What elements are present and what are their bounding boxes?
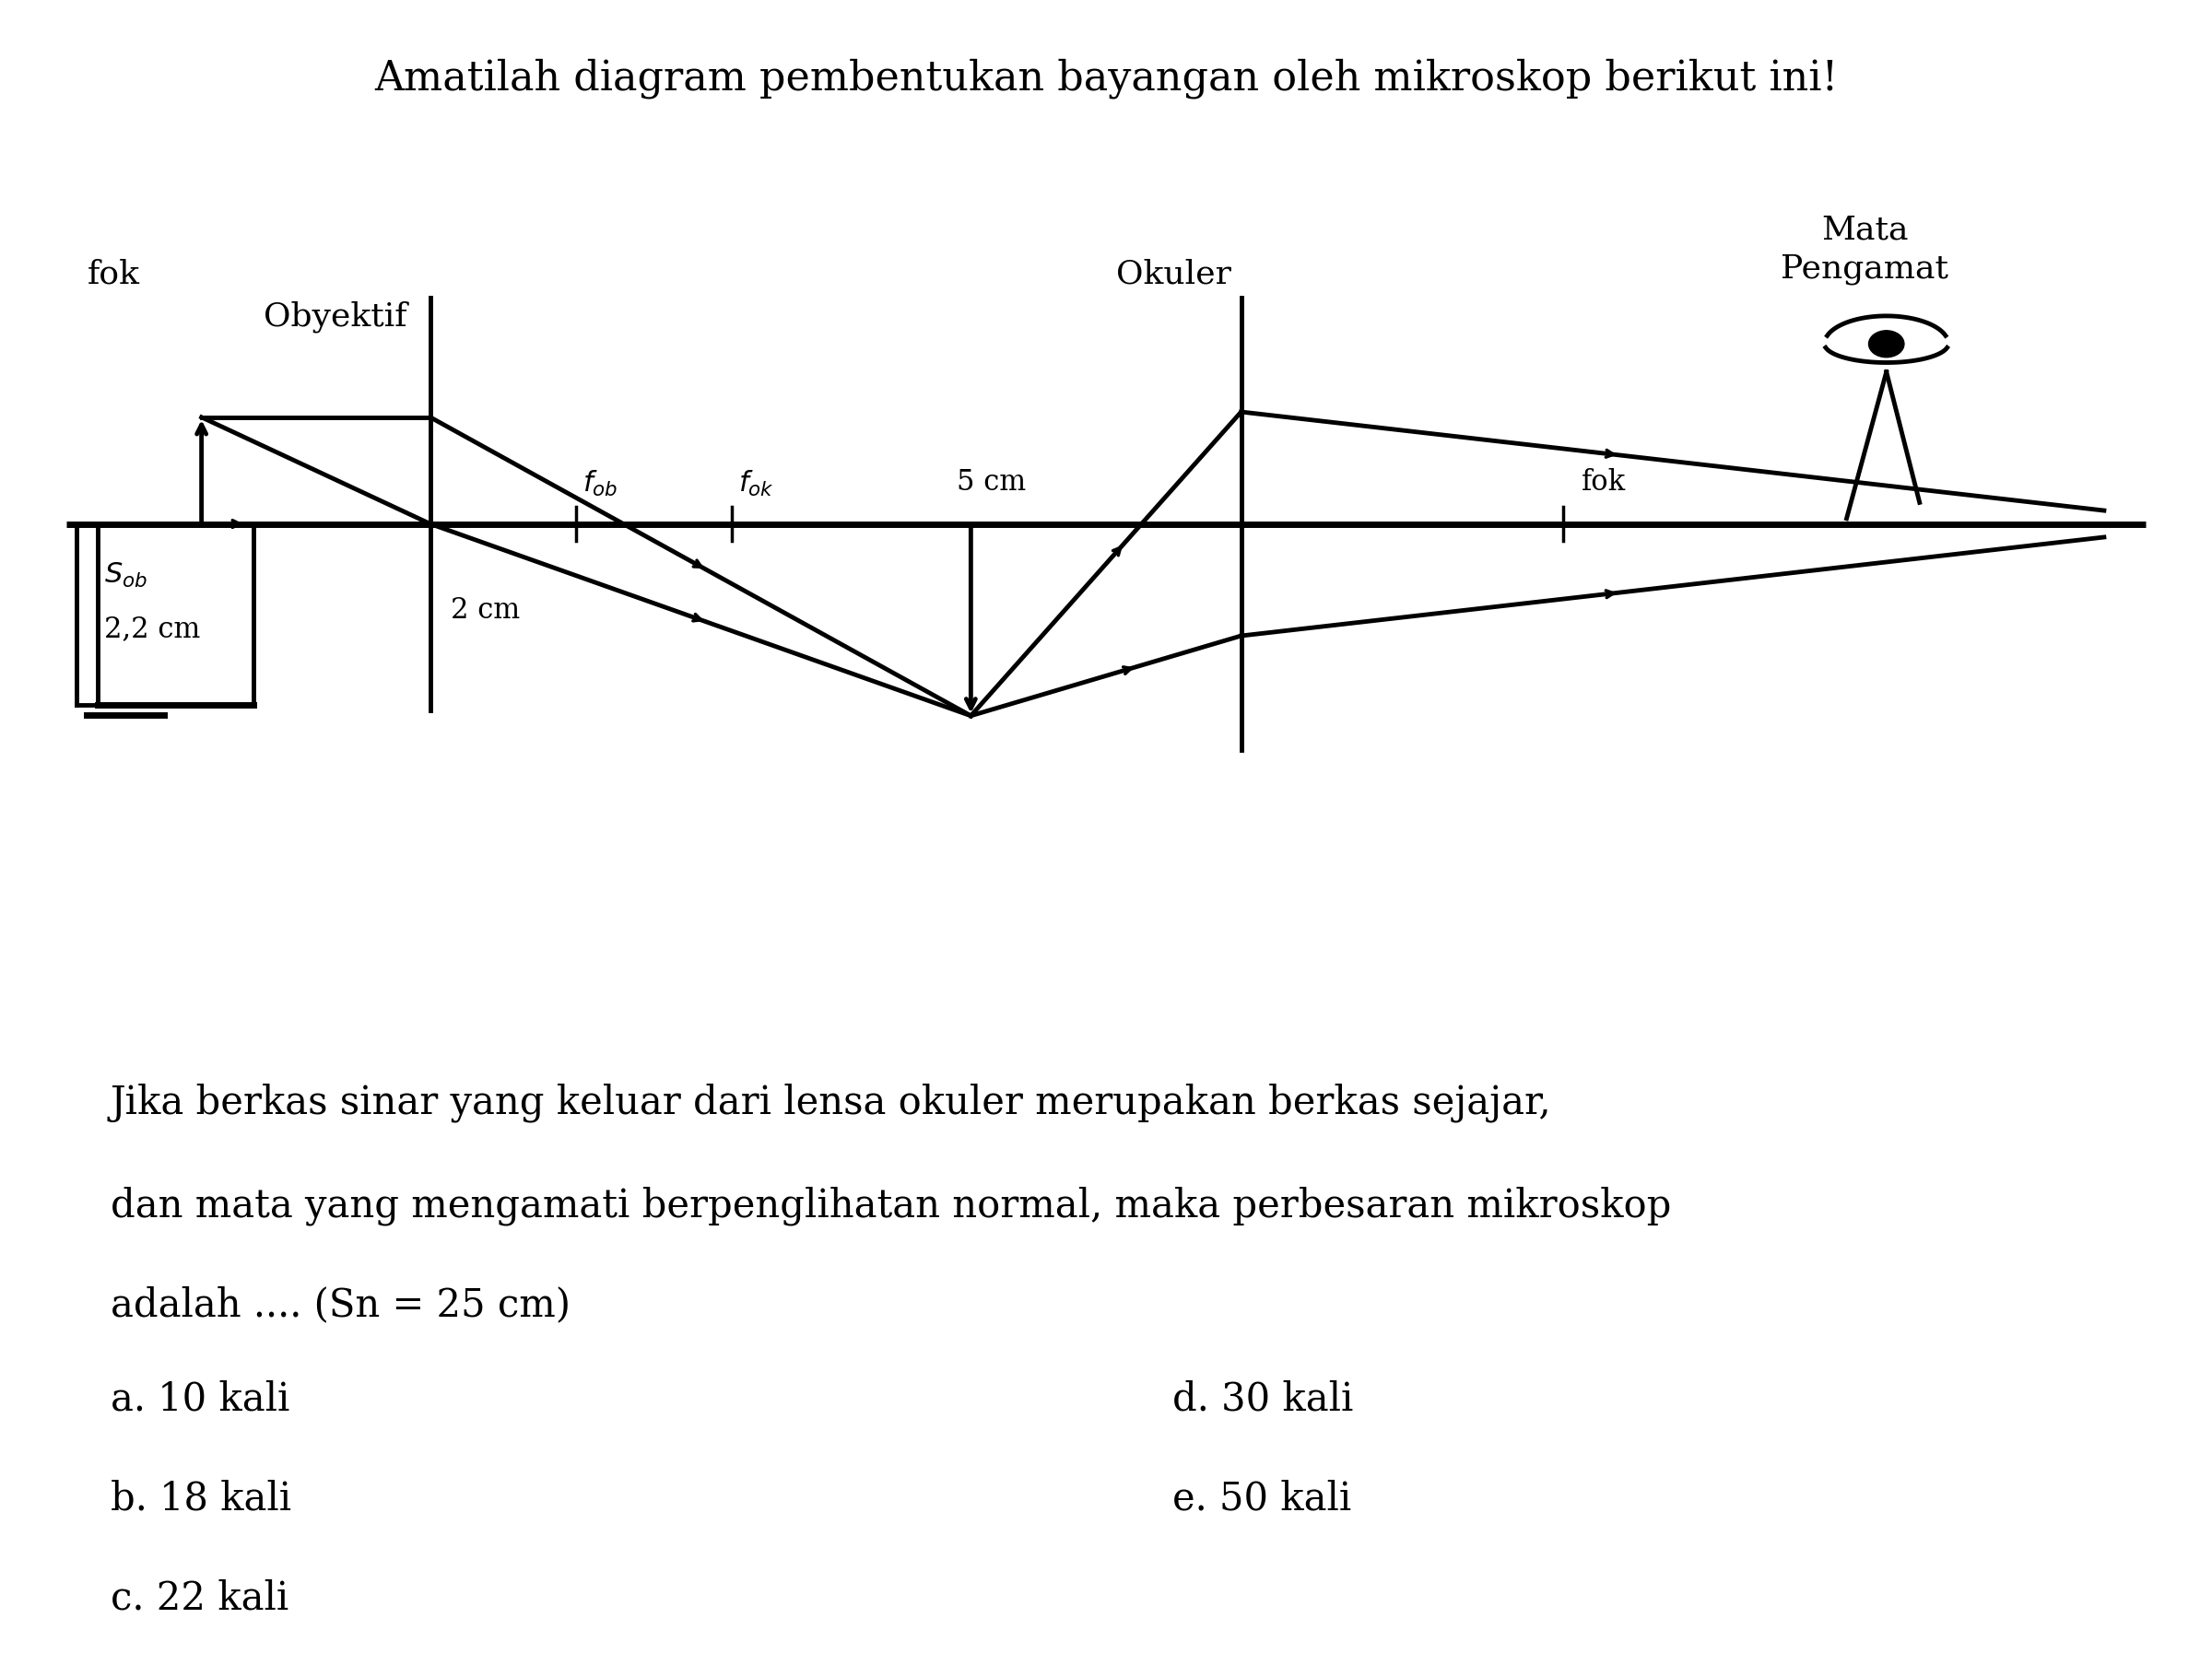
Text: e. 50 kali: e. 50 kali: [1172, 1479, 1352, 1517]
Text: a. 10 kali: a. 10 kali: [111, 1379, 290, 1417]
Text: 5 cm: 5 cm: [958, 468, 1026, 496]
Text: 2,2 cm: 2,2 cm: [104, 614, 199, 643]
Text: Jika berkas sinar yang keluar dari lensa okuler merupakan berkas sejajar,: Jika berkas sinar yang keluar dari lensa…: [111, 1082, 1553, 1122]
Text: c. 22 kali: c. 22 kali: [111, 1578, 290, 1617]
Text: adalah .... (Sn = 25 cm): adalah .... (Sn = 25 cm): [111, 1285, 571, 1324]
Text: 2 cm: 2 cm: [451, 596, 520, 624]
Text: Obyektif: Obyektif: [263, 301, 407, 333]
Text: b. 18 kali: b. 18 kali: [111, 1479, 292, 1517]
Text: fok: fok: [1582, 468, 1626, 496]
Text: $f_{ok}$: $f_{ok}$: [739, 468, 774, 498]
Text: $f_{ob}$: $f_{ob}$: [582, 468, 617, 498]
Text: Amatilah diagram pembentukan bayangan oleh mikroskop berikut ini!: Amatilah diagram pembentukan bayangan ol…: [374, 58, 1838, 98]
Text: Mata
Pengamat: Mata Pengamat: [1781, 215, 1949, 285]
Text: fok: fok: [86, 258, 139, 290]
Circle shape: [1869, 331, 1905, 358]
Text: d. 30 kali: d. 30 kali: [1172, 1379, 1354, 1417]
Text: dan mata yang mengamati berpenglihatan normal, maka perbesaran mikroskop: dan mata yang mengamati berpenglihatan n…: [111, 1185, 1672, 1225]
Text: $S_{ob}$: $S_{ob}$: [104, 561, 146, 589]
Text: Okuler: Okuler: [1117, 258, 1232, 290]
